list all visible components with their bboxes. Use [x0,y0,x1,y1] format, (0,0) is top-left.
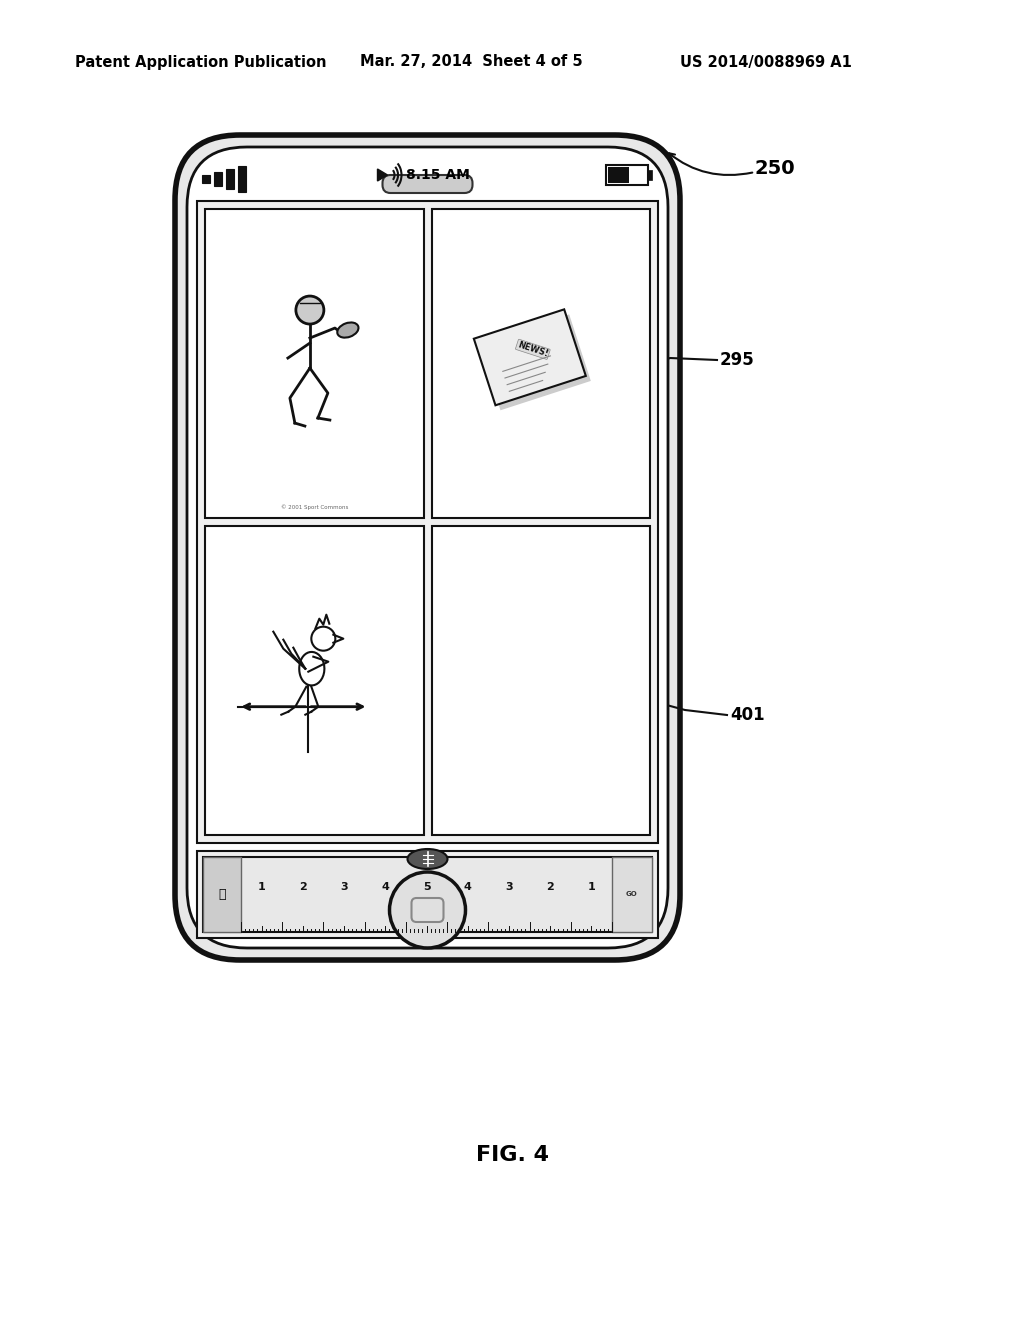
Polygon shape [378,169,387,181]
Text: 401: 401 [730,706,765,723]
Text: 295: 295 [720,351,755,370]
Circle shape [311,627,335,651]
FancyBboxPatch shape [383,176,472,193]
Circle shape [389,873,466,948]
Text: © 2001 Sport Commons: © 2001 Sport Commons [281,504,348,510]
Ellipse shape [408,849,447,869]
Text: 4: 4 [381,882,389,892]
Bar [214,172,222,186]
Ellipse shape [337,322,358,338]
Bar [205,209,424,517]
Text: 3: 3 [505,882,513,892]
Polygon shape [479,314,591,411]
Text: 4: 4 [464,882,472,892]
Text: 8.15 AM: 8.15 AM [406,168,469,182]
Bar [226,169,234,189]
Bar [197,851,658,939]
Text: Mar. 27, 2014  Sheet 4 of 5: Mar. 27, 2014 Sheet 4 of 5 [360,54,583,70]
Bar [202,176,210,183]
Bar [431,209,650,517]
Text: US 2014/0088969 A1: US 2014/0088969 A1 [680,54,852,70]
Text: FIG. 4: FIG. 4 [475,1144,549,1166]
Text: 2: 2 [299,882,307,892]
Bar [431,525,650,836]
Text: 250: 250 [755,158,796,177]
Bar [203,857,652,932]
Text: 1: 1 [588,882,595,892]
Bar [203,857,241,932]
FancyBboxPatch shape [175,135,680,960]
Text: 🏃: 🏃 [218,888,225,902]
Bar [608,168,629,183]
Bar [612,857,652,932]
Text: 3: 3 [340,882,348,892]
Polygon shape [474,309,586,405]
Bar [648,170,652,180]
Text: 1: 1 [258,882,265,892]
Text: 5: 5 [423,882,430,892]
Polygon shape [299,652,325,685]
Text: Patent Application Publication: Patent Application Publication [75,54,327,70]
FancyBboxPatch shape [412,898,443,921]
Bar [238,166,246,191]
FancyBboxPatch shape [187,147,668,948]
Text: 2: 2 [546,882,554,892]
Bar [606,165,648,185]
Circle shape [296,296,324,323]
Text: NEWS!: NEWS! [516,341,549,359]
Bar [205,525,424,836]
Bar [197,201,658,843]
Text: GO: GO [626,891,638,898]
Text: 205: 205 [610,321,645,339]
